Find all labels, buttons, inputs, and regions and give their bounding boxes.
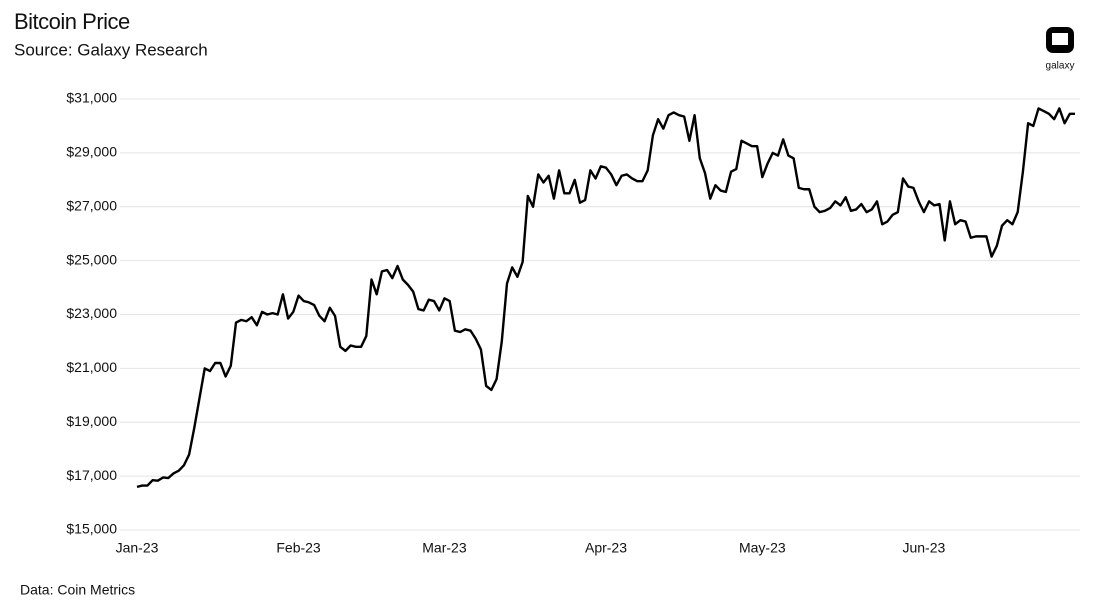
chart-subtitle: Source: Galaxy Research [14,40,208,59]
x-tick-label: May-23 [739,540,786,556]
footnote: Data: Coin Metrics [20,582,135,598]
logo-cutout [1052,33,1068,45]
y-tick-label: $23,000 [66,305,117,321]
y-tick-label: $19,000 [66,413,117,429]
y-tick-label: $25,000 [66,251,117,267]
x-tick-label: Jun-23 [902,540,945,556]
logo-text: galaxy [1046,61,1075,72]
y-tick-label: $29,000 [66,144,117,160]
x-tick-label: Mar-23 [422,540,467,556]
x-tick-label: Jan-23 [116,540,159,556]
brand-logo: galaxy [1046,27,1075,72]
y-tick-label: $21,000 [66,359,117,375]
y-tick-label: $31,000 [66,90,117,106]
x-tick-label: Feb-23 [276,540,321,556]
chart-title: Bitcoin Price [14,9,130,34]
y-tick-label: $27,000 [66,197,117,213]
price-line [136,107,1075,489]
x-tick-label: Apr-23 [585,540,627,556]
y-tick-label: $15,000 [66,521,117,537]
y-tick-label: $17,000 [66,467,117,483]
